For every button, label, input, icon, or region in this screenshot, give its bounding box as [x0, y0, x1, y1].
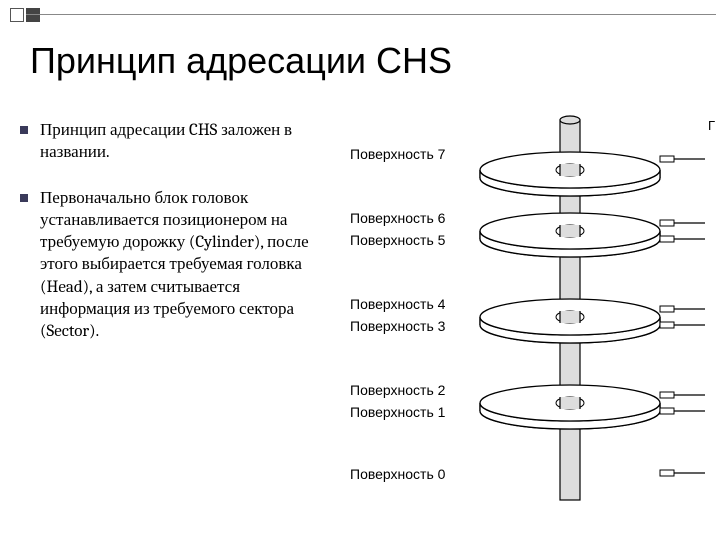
svg-text:Поверхность 6: Поверхность 6: [350, 210, 446, 226]
svg-text:Г: Г: [708, 118, 715, 133]
svg-text:Поверхность 2: Поверхность 2: [350, 382, 446, 398]
bullet-list: Принцип адресации CHS заложен в названии…: [20, 120, 320, 367]
bullet-text: Принцип адресации CHS заложен в названии…: [40, 120, 320, 164]
svg-text:Поверхность 4: Поверхность 4: [350, 296, 446, 312]
slide-decoration: [10, 8, 42, 22]
svg-text:Поверхность 3: Поверхность 3: [350, 318, 446, 334]
bullet-text: Первоначально блок головок устанавливает…: [40, 188, 320, 343]
list-item: Принцип адресации CHS заложен в названии…: [20, 120, 320, 164]
list-item: Первоначально блок головок устанавливает…: [20, 188, 320, 343]
page-title: Принцип адресации CHS: [30, 40, 452, 82]
chs-diagram: Поверхность 7 Поверхность 6 Поверхность 5 П…: [350, 110, 720, 510]
svg-text:Поверхность 5: Поверхность 5: [350, 232, 446, 248]
bullet-icon: [20, 126, 28, 134]
svg-text:Поверхность 7: Поверхность 7: [350, 146, 446, 162]
deco-line: [26, 14, 716, 15]
bullet-icon: [20, 194, 28, 202]
deco-square-dark: [26, 8, 40, 22]
svg-text:Поверхность 0: Поверхность 0: [350, 466, 446, 482]
svg-text:Поверхность 1: Поверхность 1: [350, 404, 446, 420]
deco-square-light: [10, 8, 24, 22]
